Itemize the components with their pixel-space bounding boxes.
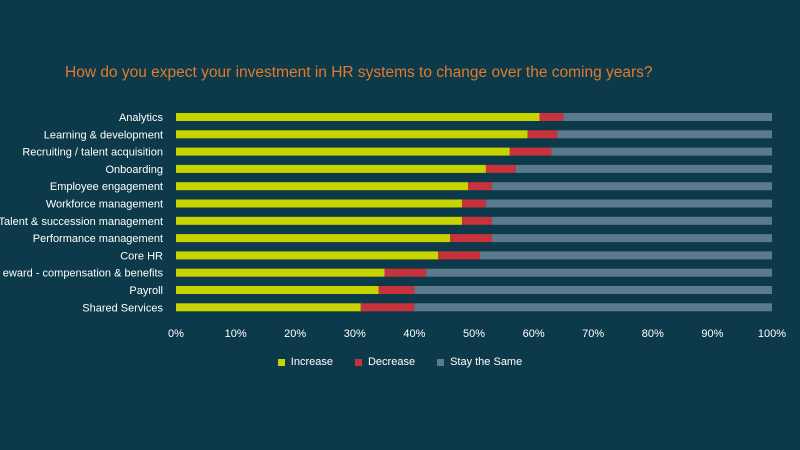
bar-segment-increase (176, 251, 439, 260)
bar-segment-decrease (360, 303, 415, 312)
legend: Increase Decrease Stay the Same (0, 356, 800, 368)
category-label: Performance management (33, 233, 163, 245)
bar-segment-decrease (450, 234, 492, 243)
category-label: Core HR (120, 250, 163, 262)
x-tick-label: 50% (463, 328, 485, 340)
category-label: Workforce management (46, 199, 163, 211)
legend-label: Stay the Same (450, 356, 523, 368)
bar-segment-increase (176, 113, 540, 121)
bar-segment-decrease (527, 130, 558, 139)
chart-title: How do you expect your investment in HR … (65, 64, 653, 81)
category-label: Shared Services (82, 302, 163, 314)
x-tick-label: 30% (344, 328, 366, 340)
legend-item: Decrease (354, 356, 416, 368)
bar-segment-increase (176, 130, 528, 139)
legend-swatch (354, 358, 362, 366)
category-label: Payroll (129, 285, 163, 297)
bar-segment-increase (176, 199, 463, 208)
bar-segment-stay-the-same (491, 234, 772, 243)
legend-item: Stay the Same (437, 356, 522, 368)
bar-segment-stay-the-same (515, 164, 772, 173)
legend-swatch (437, 358, 445, 366)
x-tick-label: 0% (168, 328, 184, 340)
bar-segment-increase (176, 147, 510, 156)
bar-segment-decrease (384, 268, 427, 277)
bar-segment-stay-the-same (491, 182, 772, 191)
bar-segment-increase (176, 303, 361, 312)
bar-segment-stay-the-same (485, 199, 772, 208)
bar-segment-stay-the-same (563, 113, 772, 121)
bar-segment-stay-the-same (491, 216, 772, 225)
category-label: Learning & development (44, 129, 163, 141)
legend-swatch (277, 358, 285, 366)
bar-segment-increase (176, 286, 379, 294)
bar-segment-decrease (485, 164, 516, 173)
bar-segment-decrease (438, 251, 480, 260)
bar-segment-stay-the-same (414, 303, 772, 312)
x-tick-label: 90% (701, 328, 723, 340)
category-label: Talent & succession management (0, 216, 163, 228)
bar-segment-decrease (468, 182, 492, 191)
legend-item: Increase (277, 356, 333, 368)
bar-segment-stay-the-same (557, 130, 772, 139)
x-tick-label: 80% (642, 328, 664, 340)
bar-segment-stay-the-same (414, 286, 772, 294)
category-label: Recruiting / talent acquisition (22, 147, 163, 159)
category-label: Analytics (119, 112, 164, 124)
bar-segment-increase (176, 216, 463, 225)
bar-segment-decrease (462, 216, 492, 225)
bar-segment-increase (176, 182, 469, 191)
legend-label: Increase (290, 356, 333, 368)
bar-segment-stay-the-same (551, 147, 772, 156)
bar-segment-increase (176, 268, 385, 277)
bar-segment-stay-the-same (479, 251, 772, 260)
x-tick-label: 60% (523, 328, 545, 340)
x-tick-label: 40% (403, 328, 425, 340)
category-label: Onboarding (106, 164, 164, 176)
bar-segment-increase (176, 164, 486, 173)
category-label: eward - compensation & benefits (3, 268, 164, 280)
bar-segment-stay-the-same (426, 268, 772, 277)
x-tick-label: 10% (225, 328, 247, 340)
x-tick-label: 70% (582, 328, 604, 340)
bar-segment-decrease (539, 113, 564, 121)
category-label: Employee engagement (50, 181, 163, 193)
bar-segment-decrease (462, 199, 486, 208)
bar-segment-decrease (378, 286, 415, 294)
legend-label: Decrease (367, 356, 416, 368)
bar-segment-increase (176, 234, 451, 243)
bar-segment-decrease (509, 147, 552, 156)
x-tick-label: 20% (284, 328, 306, 340)
x-tick-label: 100% (758, 328, 786, 340)
